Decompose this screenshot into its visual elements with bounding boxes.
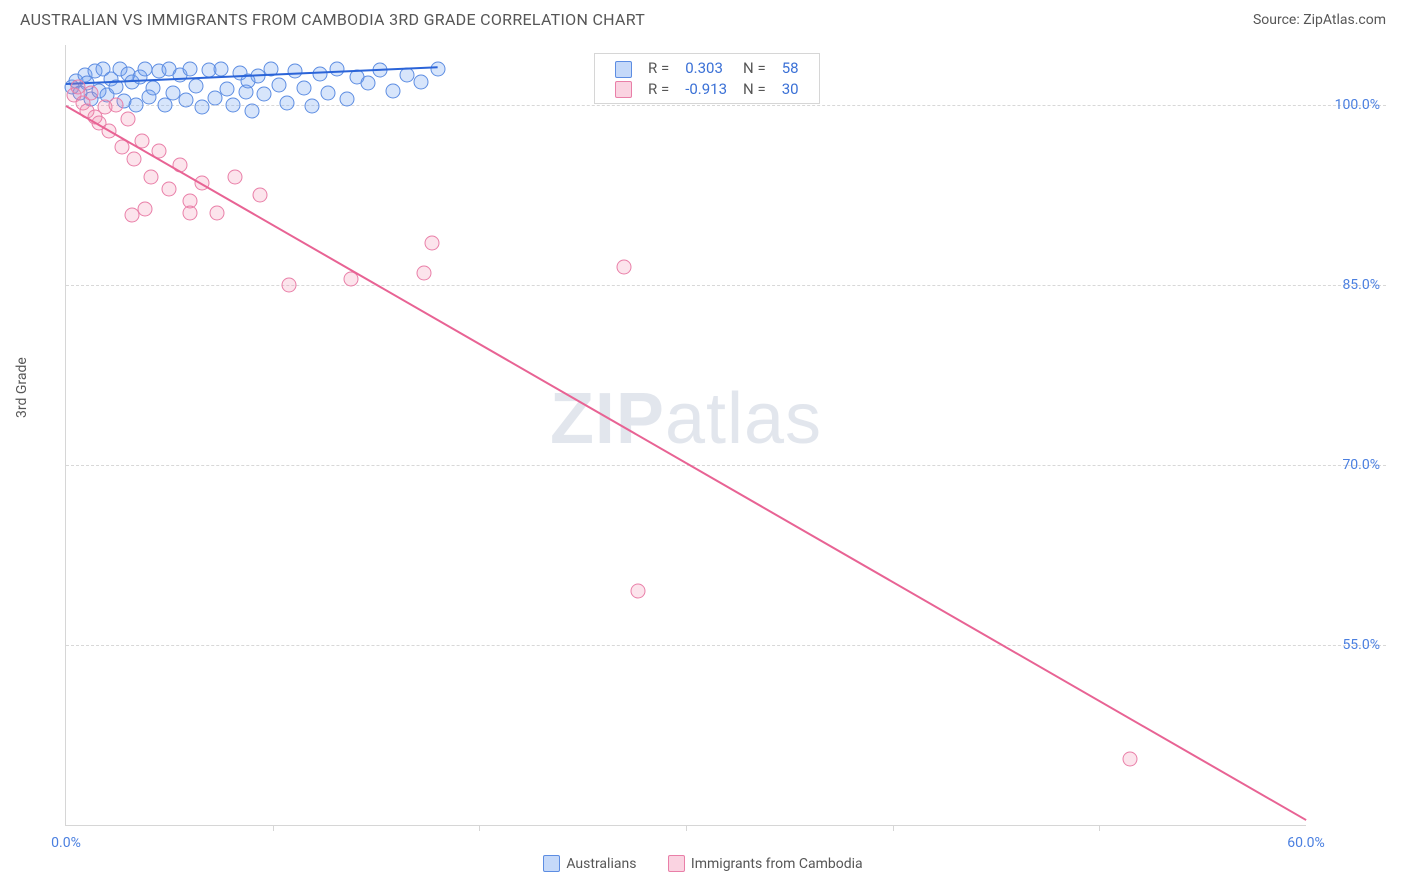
y-tick-label: 85.0% bbox=[1318, 277, 1380, 293]
data-point-australians bbox=[329, 62, 344, 77]
data-point-cambodia bbox=[617, 260, 632, 275]
x-minor-tick bbox=[273, 825, 274, 831]
plot-area: ZIPatlas R = 0.303 N = 58 R = -0.913 N =… bbox=[65, 45, 1306, 826]
chart-title: AUSTRALIAN VS IMMIGRANTS FROM CAMBODIA 3… bbox=[20, 10, 645, 29]
n-label-a: N = bbox=[735, 58, 774, 79]
data-point-australians bbox=[414, 75, 429, 90]
data-point-australians bbox=[145, 81, 160, 96]
y-axis-label: 3rd Grade bbox=[14, 357, 30, 418]
x-tick-label: 60.0% bbox=[1287, 835, 1325, 851]
swatch-series-b bbox=[615, 81, 632, 98]
swatch-series-a bbox=[615, 61, 632, 78]
data-point-australians bbox=[183, 62, 198, 77]
y-tick-label: 100.0% bbox=[1318, 97, 1380, 113]
data-point-cambodia bbox=[183, 206, 198, 221]
data-point-cambodia bbox=[416, 266, 431, 281]
x-minor-tick bbox=[893, 825, 894, 831]
data-point-cambodia bbox=[143, 170, 158, 185]
data-point-australians bbox=[257, 87, 272, 102]
y-tick-label: 70.0% bbox=[1318, 457, 1380, 473]
source-attribution: Source: ZipAtlas.com bbox=[1253, 12, 1386, 28]
legend-label-a: Australians bbox=[566, 856, 636, 872]
data-point-cambodia bbox=[1123, 752, 1138, 767]
data-point-australians bbox=[214, 62, 229, 77]
data-point-cambodia bbox=[108, 98, 123, 113]
legend-item-b: Immigrants from Cambodia bbox=[668, 855, 863, 872]
data-point-cambodia bbox=[282, 278, 297, 293]
n-label-b: N = bbox=[735, 79, 774, 100]
data-point-cambodia bbox=[83, 86, 98, 101]
data-point-australians bbox=[280, 95, 295, 110]
data-point-australians bbox=[385, 83, 400, 98]
legend-row-series-a: R = 0.303 N = 58 bbox=[607, 58, 807, 79]
n-value-b: 30 bbox=[774, 79, 807, 100]
gridline-h bbox=[66, 105, 1386, 106]
data-point-cambodia bbox=[253, 188, 268, 203]
data-point-australians bbox=[195, 100, 210, 115]
data-point-australians bbox=[313, 66, 328, 81]
gridline-h bbox=[66, 645, 1386, 646]
data-point-australians bbox=[220, 82, 235, 97]
data-point-cambodia bbox=[137, 202, 152, 217]
data-point-australians bbox=[189, 78, 204, 93]
legend-row-series-b: R = -0.913 N = 30 bbox=[607, 79, 807, 100]
legend-item-a: Australians bbox=[543, 855, 636, 872]
gridline-h bbox=[66, 465, 1386, 466]
x-minor-tick bbox=[686, 825, 687, 831]
legend-label-b: Immigrants from Cambodia bbox=[691, 856, 863, 872]
y-tick-label: 55.0% bbox=[1318, 637, 1380, 653]
x-tick-label: 0.0% bbox=[51, 835, 81, 851]
correlation-legend: R = 0.303 N = 58 R = -0.913 N = 30 bbox=[594, 53, 820, 104]
chart-container: 3rd Grade ZIPatlas R = 0.303 N = 58 R = … bbox=[20, 45, 1386, 874]
data-point-australians bbox=[360, 76, 375, 91]
data-point-australians bbox=[296, 81, 311, 96]
trend-line-cambodia bbox=[66, 105, 1307, 821]
r-value-a: 0.303 bbox=[677, 58, 735, 79]
data-point-cambodia bbox=[631, 584, 646, 599]
data-point-australians bbox=[271, 77, 286, 92]
swatch-a-icon bbox=[543, 855, 560, 872]
r-label-a: R = bbox=[640, 58, 677, 79]
watermark: ZIPatlas bbox=[550, 378, 822, 460]
r-value-b: -0.913 bbox=[677, 79, 735, 100]
data-point-australians bbox=[226, 98, 241, 113]
data-point-australians bbox=[178, 93, 193, 108]
watermark-light: atlas bbox=[665, 379, 822, 459]
data-point-australians bbox=[431, 62, 446, 77]
data-point-australians bbox=[245, 104, 260, 119]
data-point-cambodia bbox=[127, 152, 142, 167]
data-point-australians bbox=[137, 62, 152, 77]
n-value-a: 58 bbox=[774, 58, 807, 79]
gridline-h bbox=[66, 285, 1386, 286]
data-point-cambodia bbox=[162, 182, 177, 197]
data-point-cambodia bbox=[424, 236, 439, 251]
source-prefix: Source: bbox=[1253, 12, 1303, 28]
x-minor-tick bbox=[479, 825, 480, 831]
data-point-cambodia bbox=[209, 206, 224, 221]
data-point-australians bbox=[321, 86, 336, 101]
data-point-cambodia bbox=[121, 112, 136, 127]
data-point-australians bbox=[340, 92, 355, 107]
swatch-b-icon bbox=[668, 855, 685, 872]
x-minor-tick bbox=[1099, 825, 1100, 831]
source-link[interactable]: ZipAtlas.com bbox=[1303, 12, 1386, 28]
r-label-b: R = bbox=[640, 79, 677, 100]
data-point-australians bbox=[304, 99, 319, 114]
data-point-cambodia bbox=[228, 170, 243, 185]
series-legend: Australians Immigrants from Cambodia bbox=[20, 855, 1386, 876]
